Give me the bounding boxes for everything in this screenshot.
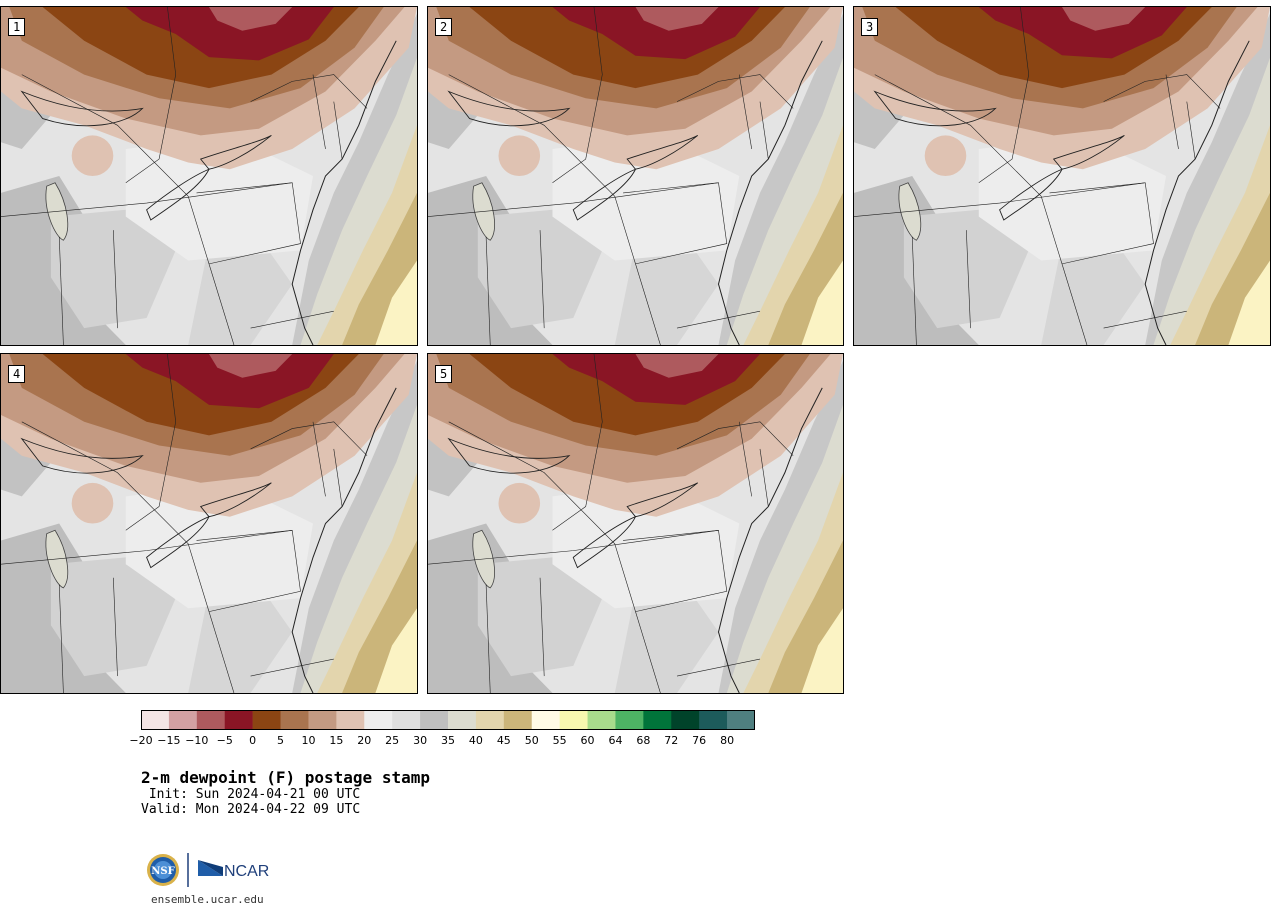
colorbar-tick-label: 5 — [277, 734, 285, 747]
colorbar-tick-labels: −20 −15 −10 −5 0 5 10 15 20 25 30 35 40 45 50 55 60 64 68 7… — [0, 734, 900, 750]
valid-time: Valid: Mon 2024-04-22 09 UTC — [141, 802, 361, 817]
colorbar-tick-label: 80 — [720, 734, 735, 747]
colorbar-bin — [643, 710, 672, 730]
colorbar-bin — [364, 710, 393, 730]
colorbar-tick-label: −15 — [157, 734, 181, 747]
member-label: 3 — [861, 18, 879, 36]
map-panel-3: 3 — [853, 6, 1271, 346]
colorbar-bin — [699, 710, 728, 730]
init-time: Init: Sun 2024-04-21 00 UTC — [141, 787, 361, 802]
colorbar-tick-label: 68 — [636, 734, 651, 747]
colorbar-bin — [280, 710, 309, 730]
colorbar-bin — [587, 710, 616, 730]
member-label: 2 — [435, 18, 453, 36]
dewpoint-map — [854, 7, 1270, 345]
dewpoint-map — [1, 354, 417, 693]
map-panel-4: 4 — [0, 353, 418, 694]
colorbar-tick-label: 64 — [608, 734, 623, 747]
nsf-seal-text: NSF — [151, 866, 174, 877]
colorbar-bin — [531, 710, 560, 730]
colorbar-tick-label: 76 — [692, 734, 707, 747]
colorbar-tick-label: 10 — [301, 734, 316, 747]
nsf-ncar-logo: NSF NCAR — [147, 853, 269, 887]
map-panel-2: 2 — [427, 6, 844, 346]
colorbar-bin — [392, 710, 421, 730]
colorbar-tick-label: −10 — [185, 734, 209, 747]
member-label: 1 — [8, 18, 26, 36]
colorbar-tick-label: 0 — [249, 734, 257, 747]
colorbar-bin — [727, 710, 755, 730]
member-label: 4 — [8, 365, 26, 383]
colorbar-bin — [252, 710, 281, 730]
colorbar-bin — [559, 710, 588, 730]
map-panel-1: 1 — [0, 6, 418, 346]
colorbar-tick-label: 25 — [385, 734, 400, 747]
colorbar-tick-label: 40 — [468, 734, 483, 747]
colorbar-bin — [503, 710, 533, 730]
colorbar-tick-label: 30 — [413, 734, 428, 747]
colorbar-bin — [420, 710, 449, 730]
dewpoint-map — [428, 354, 843, 693]
colorbar-tick-label: 20 — [357, 734, 372, 747]
colorbar-bin — [615, 710, 644, 730]
colorbar-bin — [196, 710, 226, 730]
colorbar-tick-label: −20 — [129, 734, 153, 747]
colorbar-bin — [475, 710, 505, 730]
colorbar-bin — [448, 710, 477, 730]
colorbar-bin — [671, 710, 700, 730]
colorbar-tick-label: 55 — [552, 734, 567, 747]
colorbar-tick-label: 72 — [664, 734, 679, 747]
colorbar-tick-label: −5 — [216, 734, 233, 747]
colorbar — [141, 710, 755, 730]
map-panel-5: 5 — [427, 353, 844, 694]
colorbar-tick-label: 60 — [580, 734, 595, 747]
colorbar-bin — [141, 710, 170, 730]
footer-url: ensemble.ucar.edu — [151, 893, 264, 906]
colorbar-tick-label: 50 — [524, 734, 539, 747]
dewpoint-map — [428, 7, 843, 345]
dewpoint-map — [1, 7, 417, 345]
colorbar-tick-label: 45 — [496, 734, 511, 747]
figure-title: 2-m dewpoint (F) postage stamp — [141, 768, 430, 787]
colorbar-bin — [336, 710, 365, 730]
colorbar-bin — [224, 710, 253, 730]
colorbar-tick-label: 35 — [441, 734, 455, 747]
ncar-logo-text: NCAR — [224, 863, 269, 880]
member-label: 5 — [435, 365, 453, 383]
colorbar-bin — [168, 710, 198, 730]
colorbar-tick-label: 15 — [329, 734, 344, 747]
colorbar-bin — [308, 710, 337, 730]
